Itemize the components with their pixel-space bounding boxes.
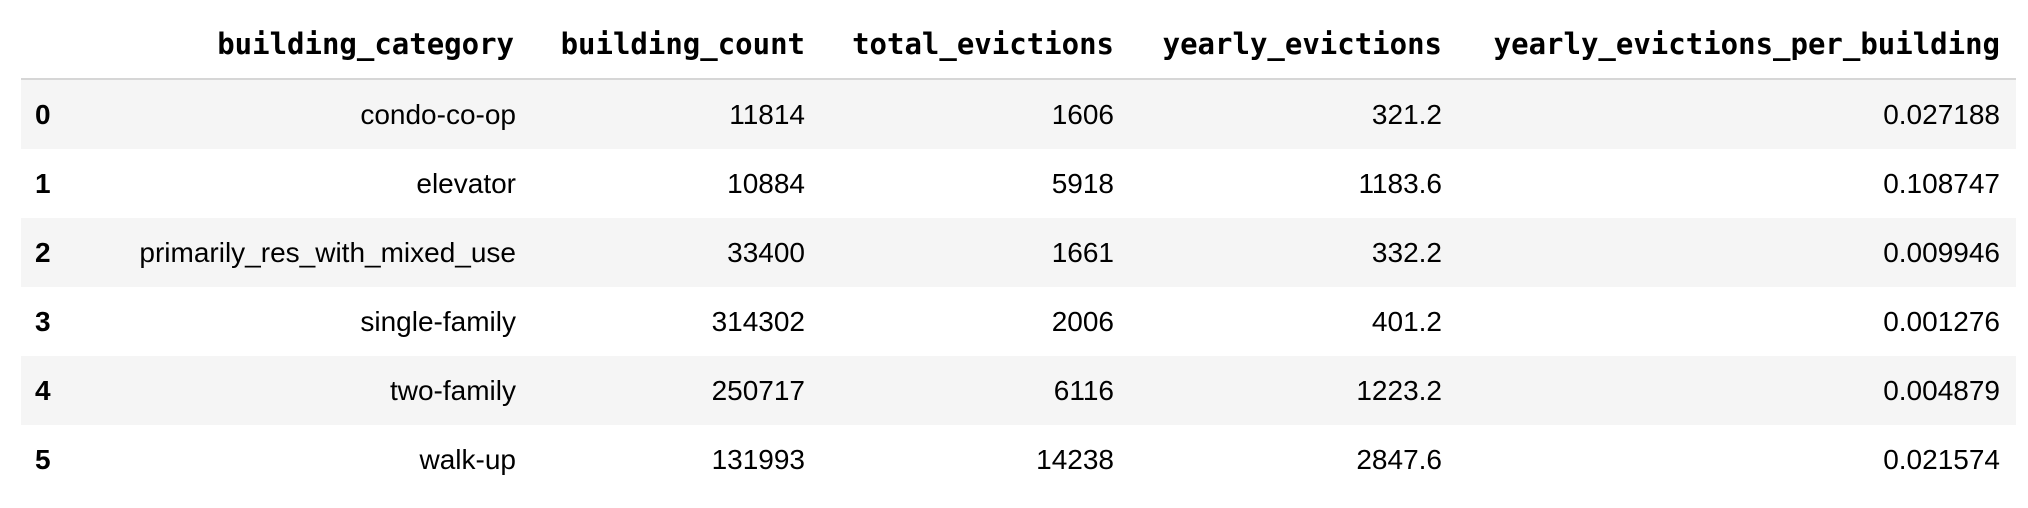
cell-yearly-evictions-per-building: 0.027188 (1883, 98, 2000, 130)
cell-building-category: walk-up (419, 443, 516, 475)
cell-building-category: two-family (389, 374, 516, 406)
column-header-yearly-evictions: yearly_evictions (1130, 10, 1458, 80)
cell-yearly-evictions-per-building: 0.108747 (1883, 167, 2000, 199)
table-row: 1 elevator 10884 5918 1183.6 0.108747 (21, 149, 2016, 218)
cell-building-count: 250717 (711, 374, 805, 406)
cell-yearly-evictions: 321.2 (1371, 98, 1442, 130)
column-header-building-count: building_count (530, 10, 821, 80)
cell-building-count: 33400 (727, 236, 805, 268)
row-index: 4 (35, 374, 51, 406)
table-row: 4 two-family 250717 6116 1223.2 0.004879 (21, 356, 2016, 425)
cell-yearly-evictions: 332.2 (1371, 236, 1442, 268)
cell-total-evictions: 5918 (1051, 167, 1114, 199)
cell-building-category: condo-co-op (360, 98, 516, 130)
cell-building-category: primarily_res_with_mixed_use (139, 236, 516, 268)
cell-yearly-evictions-per-building: 0.021574 (1883, 443, 2000, 475)
cell-yearly-evictions: 1223.2 (1356, 374, 1442, 406)
cell-total-evictions: 1661 (1051, 236, 1114, 268)
cell-building-category: single-family (360, 305, 516, 337)
cell-yearly-evictions-per-building: 0.001276 (1883, 305, 2000, 337)
column-header-yearly-evictions-per-building: yearly_evictions_per_building (1458, 10, 2016, 80)
row-index: 1 (35, 167, 51, 199)
cell-building-count: 314302 (711, 305, 805, 337)
table-row: 2 primarily_res_with_mixed_use 33400 166… (21, 218, 2016, 287)
dataframe-table: building_category building_count total_e… (21, 10, 2016, 494)
row-index: 0 (35, 98, 51, 130)
cell-total-evictions: 14238 (1036, 443, 1114, 475)
cell-building-count: 131993 (711, 443, 805, 475)
index-header (21, 10, 65, 80)
cell-yearly-evictions-per-building: 0.009946 (1883, 236, 2000, 268)
row-index: 5 (35, 443, 51, 475)
cell-building-count: 10884 (727, 167, 805, 199)
header-row: building_category building_count total_e… (21, 10, 2016, 80)
table-row: 5 walk-up 131993 14238 2847.6 0.021574 (21, 425, 2016, 494)
column-header-total-evictions: total_evictions (821, 10, 1130, 80)
cell-total-evictions: 2006 (1051, 305, 1114, 337)
cell-total-evictions: 1606 (1051, 98, 1114, 130)
table-row: 3 single-family 314302 2006 401.2 0.0012… (21, 287, 2016, 356)
column-header-building-category: building_category (65, 10, 530, 80)
row-index: 2 (35, 236, 51, 268)
row-index: 3 (35, 305, 51, 337)
dataframe-output: building_category building_count total_e… (21, 10, 2016, 494)
cell-building-category: elevator (416, 167, 516, 199)
table-row: 0 condo-co-op 11814 1606 321.2 0.027188 (21, 79, 2016, 149)
cell-total-evictions: 6116 (1053, 374, 1114, 406)
cell-yearly-evictions: 401.2 (1371, 305, 1442, 337)
cell-building-count: 11814 (729, 98, 805, 130)
cell-yearly-evictions-per-building: 0.004879 (1883, 374, 2000, 406)
cell-yearly-evictions: 1183.6 (1358, 167, 1442, 199)
cell-yearly-evictions: 2847.6 (1356, 443, 1442, 475)
